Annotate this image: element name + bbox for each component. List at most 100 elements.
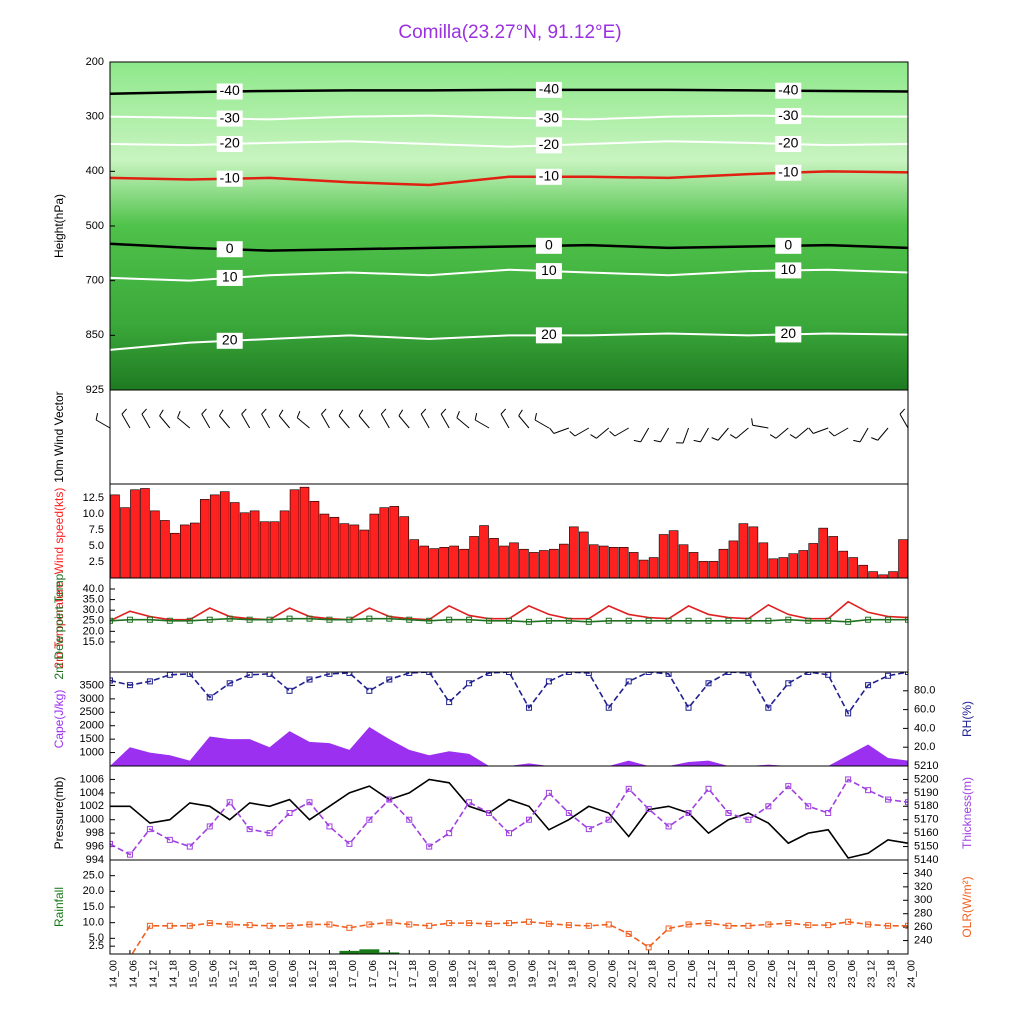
y-tick-label: 5.0 <box>89 540 104 552</box>
y-tick-label: 200 <box>86 56 104 68</box>
bar <box>350 525 359 578</box>
y-tick-label: 30.0 <box>83 604 104 616</box>
barb-flag <box>359 410 363 416</box>
bar <box>739 524 748 578</box>
series-group <box>108 602 911 625</box>
x-tick-label: 15_18 <box>248 960 259 988</box>
bar <box>829 536 838 578</box>
y-tick-label: 850 <box>86 329 104 341</box>
barb-staff <box>399 416 409 428</box>
barb-flag <box>475 413 476 420</box>
x-tick-label: 23_00 <box>827 960 838 988</box>
x-tick-label: 14_18 <box>168 960 179 988</box>
barb-flag <box>381 409 386 414</box>
barb-staff <box>475 420 489 428</box>
x-tick-label: 17_06 <box>368 960 379 988</box>
wind-barb <box>399 410 409 428</box>
y-tick-label: 300 <box>86 111 104 123</box>
axis-label: Cape(J/kg) <box>52 690 66 749</box>
bar <box>150 511 159 578</box>
barb-staff <box>339 416 349 428</box>
wind-barb <box>610 428 629 436</box>
wind-barb <box>900 409 908 428</box>
bar <box>869 572 878 578</box>
wind-barb <box>730 428 748 438</box>
bar <box>460 549 469 578</box>
barb-staff <box>262 414 270 428</box>
wind-barb <box>219 410 229 428</box>
barb-flag <box>900 409 905 414</box>
x-tick-label: 19_00 <box>508 960 519 988</box>
barb-flag <box>202 409 207 414</box>
y-tick-label: 996 <box>86 840 104 852</box>
x-tick-label: 21_00 <box>667 960 678 988</box>
y-tick-label: 925 <box>86 384 104 396</box>
x-tick-label: 15_00 <box>188 960 199 988</box>
barb-staff <box>701 428 709 442</box>
barb-staff <box>860 428 868 442</box>
barb-staff <box>519 416 529 428</box>
contour-label: -30 <box>539 109 559 125</box>
barb-staff <box>441 414 449 428</box>
y-tick-label: 994 <box>86 854 104 866</box>
contour-label: -20 <box>220 135 240 151</box>
barb-flag <box>519 410 523 416</box>
bar <box>649 558 658 578</box>
y-tick-label: 260 <box>914 921 932 933</box>
y-tick-label: 240 <box>914 934 932 946</box>
bar <box>230 503 239 578</box>
barb-staff <box>575 428 589 436</box>
y-tick-label: 25.0 <box>83 870 104 882</box>
x-tick-label: 17_18 <box>408 960 419 988</box>
wind-barb <box>441 409 449 428</box>
bar <box>619 547 628 578</box>
barb-staff <box>661 428 669 442</box>
y-tick-label: 3500 <box>80 679 104 691</box>
bar <box>679 545 688 578</box>
y-tick-label: 5160 <box>914 827 938 839</box>
y-tick-label: 280 <box>914 908 932 920</box>
barb-flag <box>550 428 554 434</box>
bar <box>360 530 369 578</box>
bar <box>300 487 309 578</box>
y-tick-label: 2000 <box>80 720 104 732</box>
barb-flag <box>535 413 536 420</box>
bar <box>280 511 289 578</box>
axis-label: Thickness(m) <box>960 777 974 849</box>
contour-label: -10 <box>539 168 559 184</box>
barb-staff <box>535 420 549 428</box>
bar <box>510 543 519 578</box>
wind-barb <box>591 428 609 438</box>
barb-staff <box>142 414 150 428</box>
wind-barb <box>475 413 489 428</box>
barb-staff <box>297 418 309 428</box>
barb-staff <box>753 425 769 428</box>
bar <box>729 541 738 578</box>
x-tick-label: 17_00 <box>348 960 359 988</box>
panel-frame <box>110 390 908 484</box>
x-tick-label: 15_06 <box>208 960 219 988</box>
x-tick-label: 16_12 <box>308 960 319 988</box>
contour-label: -40 <box>778 81 798 97</box>
axis-label: Height(hPa) <box>52 194 66 258</box>
barb-flag <box>279 410 283 416</box>
y-tick-label: 15.0 <box>83 636 104 648</box>
bar <box>639 560 648 578</box>
barb-staff <box>421 414 429 428</box>
x-tick-label: 21_18 <box>727 960 738 988</box>
x-tick-label: 16_06 <box>288 960 299 988</box>
bar <box>839 551 848 578</box>
bar <box>250 511 259 578</box>
barb-flag <box>339 410 343 416</box>
line <box>110 779 908 858</box>
barb-staff <box>776 428 788 438</box>
x-tick-label: 17_12 <box>388 960 399 988</box>
x-tick-label: 23_06 <box>847 960 858 988</box>
contour-label: -30 <box>220 109 240 125</box>
barb-flag <box>441 409 446 414</box>
bar <box>320 514 329 578</box>
wind-barb <box>262 409 270 428</box>
barb-staff <box>813 428 828 433</box>
axis-label: OLR(W/m²) <box>960 876 974 937</box>
wind-barb <box>694 428 709 442</box>
